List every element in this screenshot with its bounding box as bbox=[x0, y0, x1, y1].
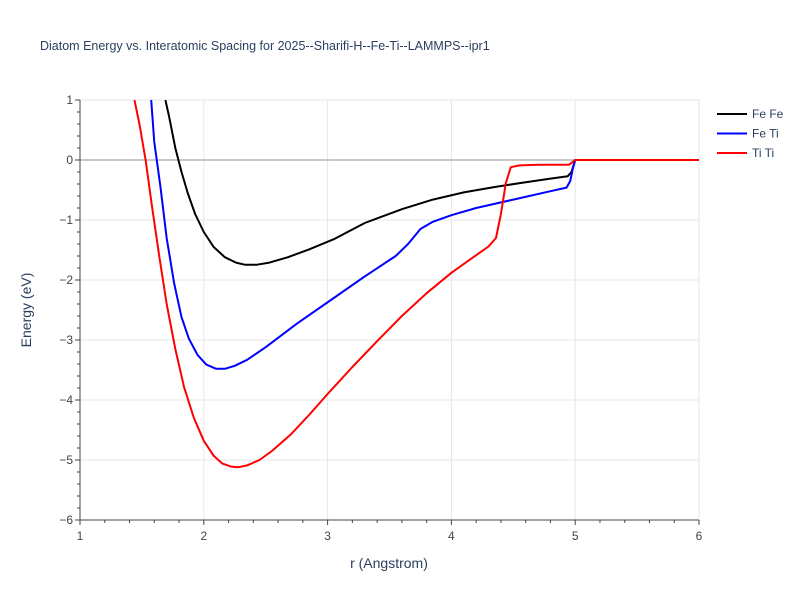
x-tick-label: 6 bbox=[696, 529, 703, 543]
y-tick-label: −6 bbox=[59, 513, 73, 527]
gridlines bbox=[80, 99, 700, 520]
axes bbox=[75, 99, 700, 525]
x-tick-label: 3 bbox=[324, 529, 331, 543]
series-line-fe-fe bbox=[164, 100, 699, 266]
y-tick-label: 1 bbox=[66, 93, 73, 107]
x-tick-label: 2 bbox=[200, 529, 207, 543]
chart-title: Diatom Energy vs. Interatomic Spacing fo… bbox=[40, 39, 490, 53]
legend-label: Fe Ti bbox=[752, 127, 779, 141]
series-line-fe-ti bbox=[150, 100, 699, 370]
y-tick-label: 0 bbox=[66, 153, 73, 167]
x-tick-label: 4 bbox=[448, 529, 455, 543]
legend-label: Fe Fe bbox=[752, 107, 784, 121]
x-tick-label: 5 bbox=[572, 529, 579, 543]
series-line-ti-ti bbox=[133, 100, 699, 469]
tick-labels: 1 2 3 4 5 6 1 0 −1 −2 −3 −4 −5 −6 bbox=[59, 93, 702, 543]
x-axis-title: r (Angstrom) bbox=[350, 555, 428, 571]
legend-item-fe-fe[interactable]: Fe Fe bbox=[717, 107, 784, 121]
legend-item-fe-ti[interactable]: Fe Ti bbox=[717, 127, 779, 141]
y-tick-label: −4 bbox=[59, 393, 73, 407]
y-tick-label: −3 bbox=[59, 333, 73, 347]
legend-item-ti-ti[interactable]: Ti Ti bbox=[717, 146, 774, 160]
y-axis-title: Energy (eV) bbox=[18, 273, 34, 348]
series-lines bbox=[133, 100, 699, 469]
legend[interactable]: Fe Fe Fe Ti Ti Ti bbox=[717, 107, 784, 160]
y-tick-label: −1 bbox=[59, 213, 73, 227]
legend-label: Ti Ti bbox=[752, 146, 774, 160]
x-tick-label: 1 bbox=[77, 529, 84, 543]
y-tick-label: −2 bbox=[59, 273, 73, 287]
y-tick-label: −5 bbox=[59, 453, 73, 467]
